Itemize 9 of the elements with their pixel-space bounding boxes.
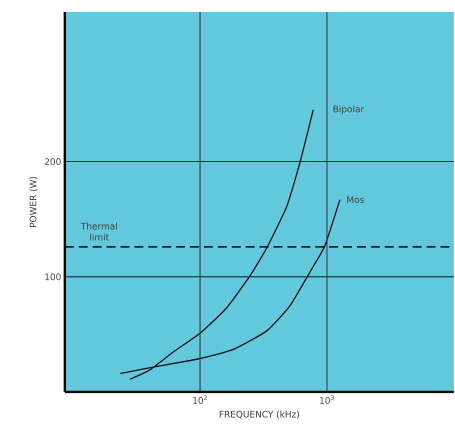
text: Bipolar bbox=[334, 106, 364, 114]
x-tick-label: 10$^{2}$ bbox=[193, 396, 207, 404]
ref-line-label: Thermal limit bbox=[80, 222, 117, 240]
x-axis-title: FREQUENCY (kHz) bbox=[220, 410, 300, 419]
y-axis-title: POWER (W) bbox=[29, 176, 38, 228]
y-tick-label: 200 bbox=[44, 158, 61, 166]
series-label: Mos bbox=[347, 196, 364, 204]
x-tick-label: 10$^{3}$ bbox=[320, 396, 334, 404]
y-tick-label: 100 bbox=[45, 274, 61, 280]
